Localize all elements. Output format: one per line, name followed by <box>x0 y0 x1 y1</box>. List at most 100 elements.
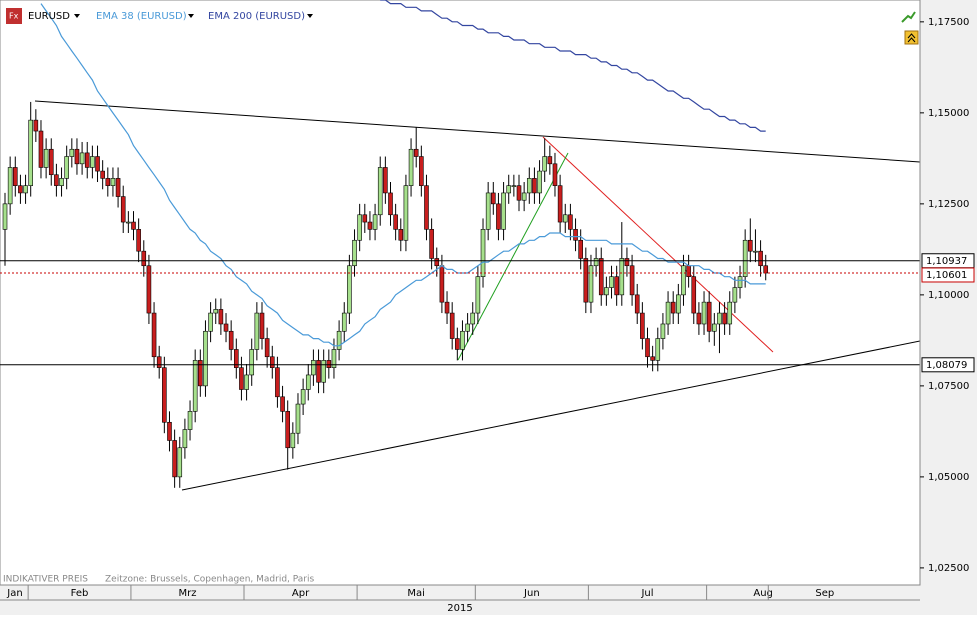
candle-body <box>377 167 383 216</box>
candle-body <box>275 367 280 398</box>
candle-body <box>48 148 54 176</box>
footer-zone: Zeitzone: Brussels, Copenhagen, Madrid, … <box>105 575 315 585</box>
candle-body <box>228 330 234 350</box>
candle-body <box>501 192 506 230</box>
candle-body <box>542 156 548 172</box>
candle-body <box>537 170 542 194</box>
symbol-icon <box>6 8 22 24</box>
candle-body <box>264 338 270 358</box>
candle-body <box>280 396 285 412</box>
candle-body <box>496 203 501 230</box>
candle-body <box>532 178 537 194</box>
candle-body <box>557 185 563 223</box>
candle-body <box>316 360 321 383</box>
candle-body <box>604 287 609 296</box>
candle-body <box>300 389 306 405</box>
candle-body <box>59 178 64 186</box>
candle-body <box>285 411 291 449</box>
candle-body <box>393 214 398 230</box>
candle-body <box>568 214 573 230</box>
candle-body <box>676 294 681 314</box>
candle-body <box>131 221 136 230</box>
candle-body <box>305 374 311 390</box>
candle-body <box>424 185 429 230</box>
candle-body <box>552 163 558 186</box>
candle-body <box>593 258 599 267</box>
candle-body <box>95 156 100 172</box>
candle-body <box>516 185 522 201</box>
candle-body <box>79 152 85 165</box>
candle-body <box>162 367 167 423</box>
candle-body <box>434 258 440 267</box>
footer-label: INDIKATIVER PREIS <box>3 575 88 585</box>
candle-body <box>74 148 80 165</box>
trend-line <box>181 340 920 491</box>
candle-body <box>521 192 527 201</box>
candle-body <box>383 167 388 194</box>
year-label: 2015 <box>447 603 472 614</box>
candle-body <box>295 403 301 434</box>
candle-body <box>90 156 95 168</box>
candle-body <box>38 130 44 168</box>
candle-body <box>2 203 8 230</box>
candle-body <box>511 185 517 187</box>
icon-label: Fx <box>9 12 19 21</box>
candle-body <box>758 250 763 267</box>
candle-body <box>311 360 316 376</box>
candle-body <box>84 152 90 168</box>
candle-body <box>120 196 126 223</box>
candle-body <box>490 192 496 205</box>
candle-body <box>218 309 224 325</box>
candle-body <box>182 429 188 449</box>
candle-body <box>747 239 753 252</box>
candle-body <box>706 301 712 332</box>
candle-body <box>598 258 604 296</box>
candle-body <box>480 229 486 277</box>
candle-body <box>249 349 255 376</box>
trend-line <box>457 152 569 361</box>
candle-body <box>609 276 614 288</box>
candle-body <box>444 301 450 314</box>
candle-body <box>681 265 686 296</box>
dropdown-arrow[interactable] <box>188 14 194 18</box>
candle-body <box>465 323 470 332</box>
candle-body <box>717 312 722 325</box>
candle-body <box>619 258 625 296</box>
candle-body <box>259 312 265 339</box>
candle-body <box>234 349 239 368</box>
trend-line <box>542 136 774 353</box>
candle-body <box>701 301 707 325</box>
dropdown-arrow[interactable] <box>307 14 313 18</box>
symbol-label[interactable]: EURUSD <box>28 11 70 22</box>
candle-body <box>460 330 465 350</box>
trend-icon[interactable] <box>901 11 916 23</box>
candle-body <box>28 119 34 186</box>
collapse-icon[interactable] <box>907 33 916 43</box>
x-tick-label: Jan <box>6 588 22 599</box>
candle-body <box>69 148 75 157</box>
candle-body <box>475 276 481 314</box>
candle-body <box>23 185 28 194</box>
x-tick-label: Apr <box>292 588 310 599</box>
candle-body <box>485 192 491 230</box>
candle-body <box>223 323 229 332</box>
candle-body <box>722 312 727 325</box>
price-tag <box>921 267 975 283</box>
dropdown-arrow[interactable] <box>74 14 80 18</box>
candle-body <box>151 312 157 358</box>
y-tick-label: 1,05000 <box>928 472 969 483</box>
candle-body <box>645 338 650 358</box>
price-tag-label: 1,08079 <box>926 360 967 371</box>
legend-entry[interactable]: EMA 38 (EURUSD) <box>96 11 187 22</box>
legend-entry[interactable]: EMA 200 (EURUSD) <box>208 11 305 22</box>
candle-body <box>753 250 758 253</box>
candle-body <box>742 239 748 277</box>
candle-body <box>398 229 404 241</box>
candle-body <box>198 360 203 387</box>
candle-body <box>655 338 661 361</box>
candle-body <box>629 265 635 296</box>
candle-body <box>588 265 594 303</box>
candle-body <box>526 178 532 194</box>
candle-body <box>208 312 213 332</box>
